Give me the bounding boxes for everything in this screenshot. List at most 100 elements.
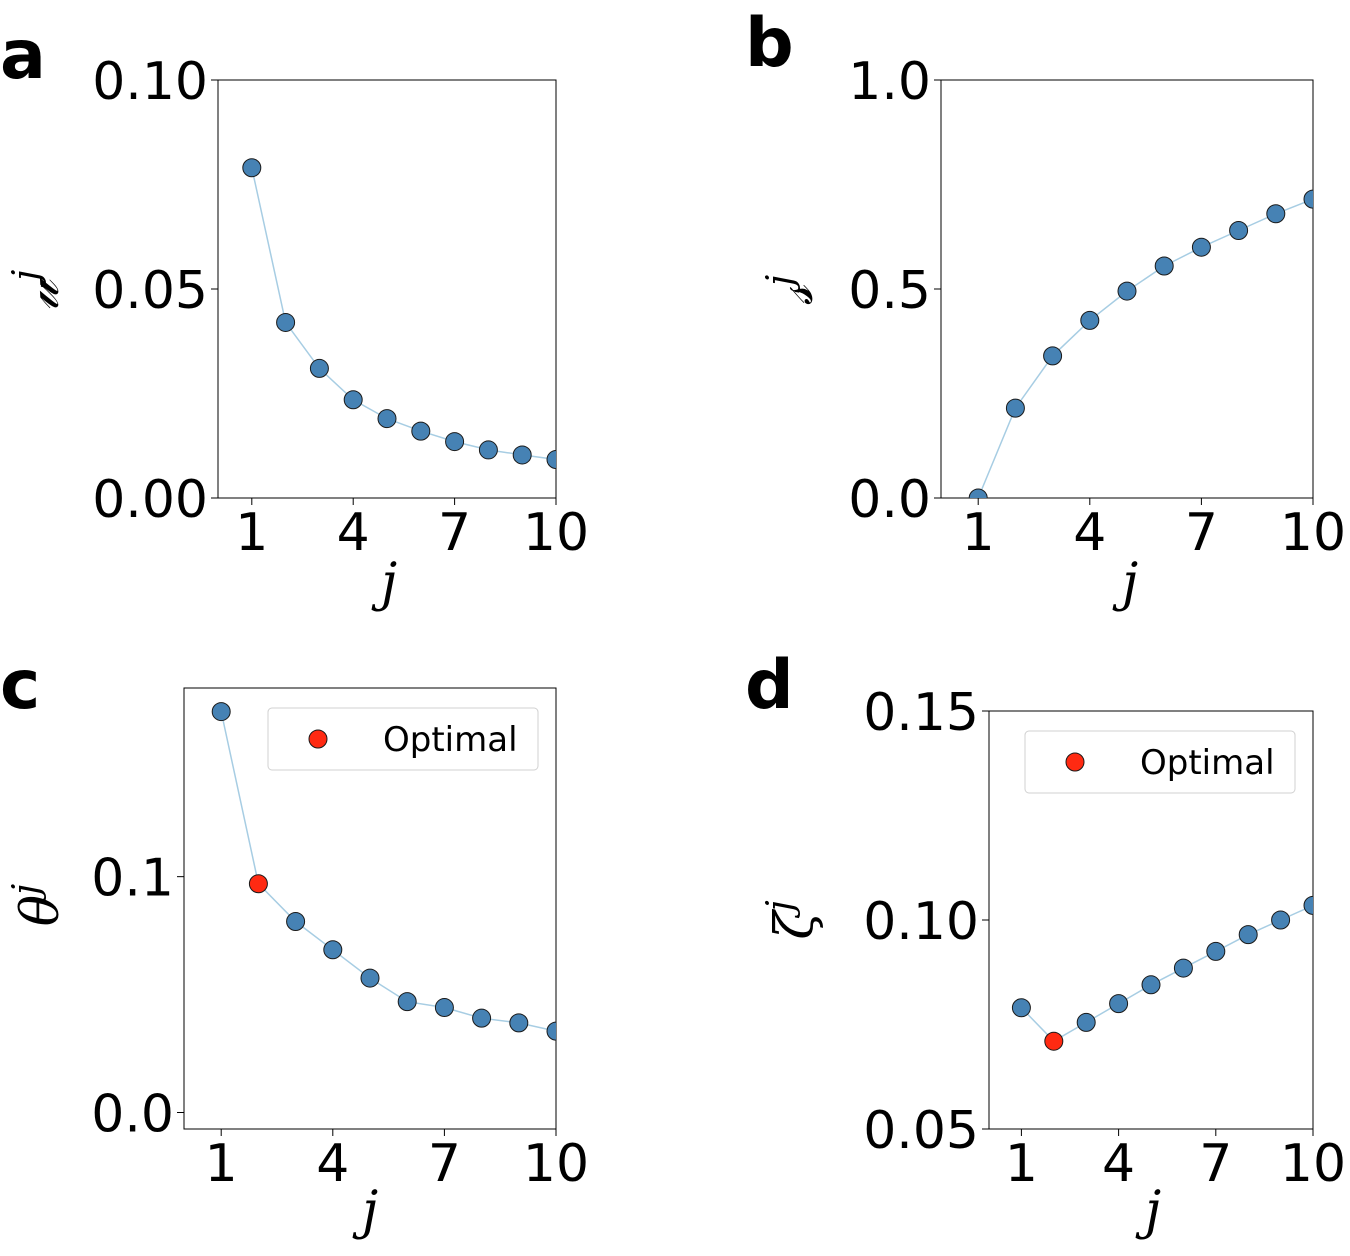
panel-a: a 1 4 7 10 0.00 0.05 0.10 j 𝓊j (0, 16, 589, 613)
data-point (512, 445, 532, 465)
data-point (1271, 910, 1291, 930)
data-point (968, 488, 988, 498)
data-point (377, 409, 397, 429)
y-axis-symbol: ζ (765, 909, 825, 940)
data-point (509, 1013, 529, 1033)
data-point (1206, 941, 1226, 961)
x-tick-label: 4 (337, 503, 370, 563)
data-point (1109, 994, 1129, 1014)
x-tick-label: 7 (1185, 503, 1218, 563)
y-axis-symbol: θ (11, 895, 71, 926)
data-point (276, 312, 296, 332)
data-point (1303, 895, 1313, 915)
x-axis-label: j (1112, 553, 1138, 613)
data-point (1173, 958, 1193, 978)
series-line (977, 198, 1313, 498)
panel-c: c 1 4 7 10 0.0 0.1 j θj Optimal (0, 646, 589, 1241)
panel-b: b 1 4 7 10 0.0 0.5 1.0 j 𝓈j (745, 4, 1346, 613)
data-point (1303, 189, 1313, 209)
y-axis-label-text: θj (6, 884, 71, 926)
x-axis-label: j (352, 1181, 378, 1241)
x-tick-label: 1 (235, 503, 268, 563)
legend: Optimal (267, 707, 539, 771)
data-point (546, 450, 556, 470)
y-tick-label: 0.00 (92, 470, 208, 530)
y-axis-symbol: 𝓊 (11, 277, 71, 310)
data-point (242, 158, 262, 178)
data-point (1080, 310, 1100, 330)
panel-d: d 1 4 7 10 0.05 0.10 0.15 j ζj Optimal (745, 646, 1346, 1241)
data-point (1141, 975, 1161, 995)
legend-box (267, 707, 539, 771)
x-tick-label: 7 (1199, 1134, 1232, 1194)
data-point (343, 390, 363, 410)
y-axis-label-text: 𝓈j (760, 275, 825, 305)
series-line (251, 167, 556, 461)
plot-frame (217, 79, 557, 499)
data-series (968, 189, 1313, 498)
y-axis-label: 𝓈j (760, 275, 825, 305)
data-point (1191, 237, 1211, 257)
x-tick-label: 7 (438, 503, 471, 563)
y-axis-label: ζj (760, 900, 825, 939)
data-point (434, 998, 454, 1018)
data-series (211, 702, 556, 1041)
legend-marker (308, 729, 328, 749)
y-tick-label: 0.0 (848, 470, 931, 530)
panel-letter: c (0, 646, 40, 725)
data-point (1266, 204, 1286, 224)
legend-label: Optimal (383, 720, 518, 760)
x-axis-label: j (371, 553, 397, 613)
data-point (1043, 346, 1063, 366)
x-tick-label: 10 (1280, 503, 1346, 563)
x-tick-label: 10 (523, 1134, 589, 1194)
x-axis-label: j (1135, 1181, 1161, 1241)
data-point (546, 1021, 556, 1041)
x-tick-label: 1 (205, 1134, 238, 1194)
data-point (1238, 925, 1258, 945)
data-point (323, 940, 343, 960)
legend: Optimal (1024, 730, 1296, 794)
y-axis-label: θj (6, 884, 71, 926)
y-tick-label: 0.05 (92, 261, 208, 321)
data-point (1076, 1012, 1096, 1032)
optimal-point (1044, 1031, 1064, 1051)
legend-label: Optimal (1140, 743, 1275, 783)
x-tick-label: 7 (428, 1134, 461, 1194)
x-tick-label: 1 (1005, 1134, 1038, 1194)
y-tick-label: 0.0 (91, 1084, 174, 1144)
data-point (1011, 998, 1031, 1018)
y-axis-label-text: 𝓊j (6, 270, 71, 311)
legend-marker (1065, 752, 1085, 772)
y-axis-symbol: 𝓈 (765, 284, 825, 305)
data-point (1005, 398, 1025, 418)
y-axis-label: 𝓊j (6, 270, 71, 311)
data-point (445, 432, 465, 452)
x-tick-label: 4 (316, 1134, 349, 1194)
y-tick-label: 0.5 (848, 261, 931, 321)
y-tick-label: 0.1 (91, 849, 174, 909)
y-tick-label: 0.05 (863, 1101, 979, 1161)
data-point (309, 358, 329, 378)
x-tick-label: 10 (523, 503, 589, 563)
panel-letter: b (745, 4, 794, 83)
data-point (1117, 281, 1137, 301)
y-tick-label: 0.10 (92, 52, 208, 112)
data-point (1229, 220, 1249, 240)
plot-frame (183, 687, 557, 1130)
data-point (360, 968, 380, 988)
series-line (220, 711, 556, 1032)
series-line (1020, 904, 1313, 1043)
y-tick-label: 1.0 (848, 52, 931, 112)
x-tick-label: 1 (962, 503, 995, 563)
x-tick-label: 4 (1102, 1134, 1135, 1194)
data-point (1154, 256, 1174, 276)
data-point (472, 1008, 492, 1028)
x-tick-label: 10 (1280, 1134, 1346, 1194)
data-point (211, 702, 231, 722)
legend-box (1024, 730, 1296, 794)
data-point (286, 911, 306, 931)
data-point (397, 992, 417, 1012)
data-series (242, 158, 556, 470)
